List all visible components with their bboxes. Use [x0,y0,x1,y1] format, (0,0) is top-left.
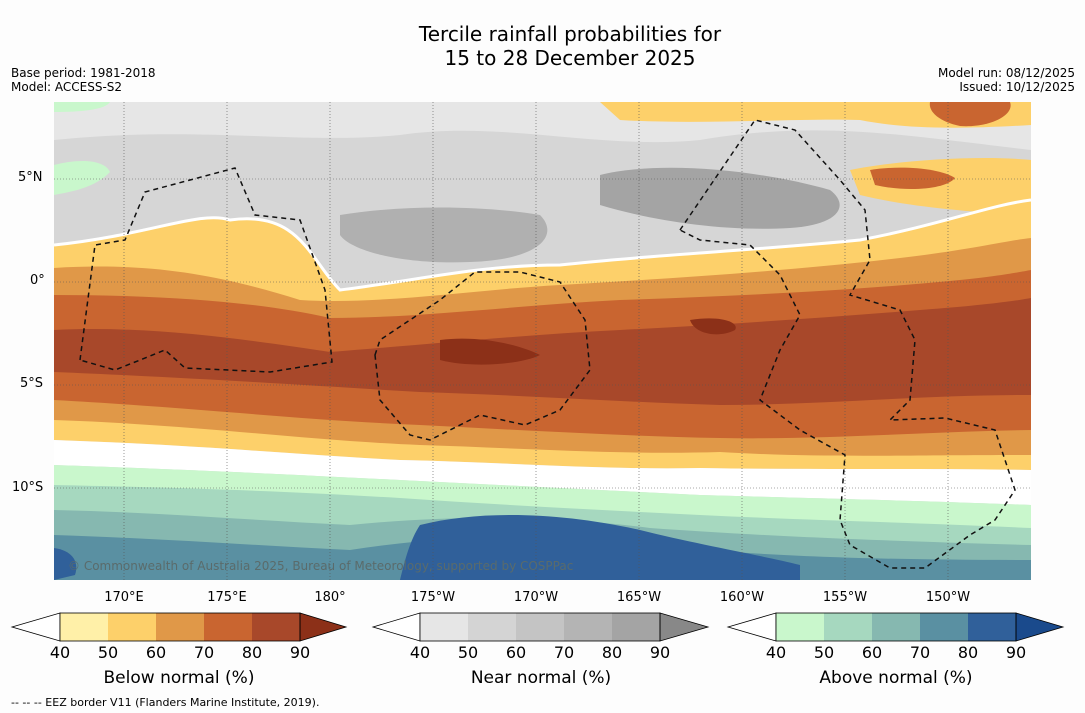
lat-label-5n: 5°N [18,170,43,185]
model-run: Model run: 08/12/2025 [937,66,1075,80]
cb-near-arrow-left [371,612,421,642]
eez-border-east [678,119,1016,569]
cb-near-tick: 40 [409,643,431,662]
cb-near-50 [468,613,516,641]
cb-above-60 [872,613,920,641]
cb-below-80 [252,613,300,641]
lon-label-165w: 165°W [616,590,662,605]
meta-left: Base period: 1981-2018 Model: ACCESS-S2 [11,66,156,94]
colorbar-near-normal [371,612,710,642]
cb-below-tick: 80 [241,643,263,662]
colorbar-below-normal [10,612,348,642]
cb-near-tick: 70 [553,643,575,662]
eez-borders [79,119,1016,569]
cb-above-tick: 70 [909,643,931,662]
lon-label-160w: 160°W [719,590,765,605]
below-normal-80-band [54,298,1031,405]
below-normal-top-patch [600,102,1031,128]
above-normal-left-patch [54,160,110,195]
cb-near-arrow-right [659,612,710,642]
cb-below-tick: 40 [49,643,71,662]
cb-above-label: Above normal (%) [819,668,973,688]
meta-right: Model run: 08/12/2025 Issued: 10/12/2025 [938,66,1075,94]
eez-border-central [374,271,591,441]
lon-label-155w: 155°W [822,590,868,605]
cb-near-70 [564,613,612,641]
copyright-credit: © Commonwealth of Australia 2025, Bureau… [68,559,574,573]
eez-border-west [79,167,333,373]
map-title: Tercile rainfall probabilities for 15 to… [0,22,1085,70]
lon-label-150w: 150°W [925,590,971,605]
lat-label-10s: 10°S [12,480,44,495]
cb-near-frame [419,612,661,642]
below-normal-90-patch-2 [690,318,736,335]
cb-above-40 [776,613,824,641]
cb-above-50 [824,613,872,641]
base-period: Base period: 1981-2018 [11,66,156,80]
cb-below-70 [204,613,252,641]
above-normal-80-patch [400,514,800,580]
cb-above-tick: 60 [861,643,883,662]
graticule [54,102,1031,580]
cb-above-tick: 80 [957,643,979,662]
cb-above-arrow-right [1015,612,1065,642]
cb-near-tick: 90 [649,643,671,662]
near-normal-70-area [340,207,548,263]
map-field [54,102,1031,580]
cb-above-frame [775,612,1017,642]
cb-near-label: Near normal (%) [470,668,612,688]
cb-below-frame [59,612,301,642]
above-normal-80-left [54,548,77,580]
cb-below-tick: 70 [193,643,215,662]
cb-above-70 [920,613,968,641]
cb-below-arrow-left [10,612,61,642]
cb-near-40 [420,613,468,641]
cb-above-tick: 90 [1005,643,1027,662]
above-normal-top-left [54,102,110,112]
cb-below-tick: 50 [97,643,119,662]
below-normal-top-core [929,102,1011,127]
cb-above-tick: 50 [813,643,835,662]
near-normal-80-area [600,167,840,229]
below-normal-90-patch [440,338,540,365]
cb-below-40 [60,613,108,641]
cb-below-tick: 60 [145,643,167,662]
lat-label-0: 0° [30,273,45,288]
cb-below-arrow-right [299,612,348,642]
cb-near-tick: 50 [457,643,479,662]
eez-legend: -- -- -- EEZ border V11 (Flanders Marine… [11,696,320,709]
contour-outline [54,198,1031,292]
colorbar-above-normal [726,612,1065,642]
title-line-2: 15 to 28 December 2025 [444,46,696,70]
cb-below-tick: 90 [289,643,311,662]
title-line-1: Tercile rainfall probabilities for [418,22,722,46]
cb-near-80 [612,613,660,641]
cb-below-50 [108,613,156,641]
issued-date: Issued: 10/12/2025 [959,80,1075,94]
lon-label-170w: 170°W [513,590,559,605]
below-normal-east-core [870,167,955,190]
model-name: Model: ACCESS-S2 [11,80,123,94]
lon-label-175e: 175°E [207,590,247,605]
cb-below-60 [156,613,204,641]
cb-below-label: Below normal (%) [103,668,255,688]
cb-above-tick: 40 [765,643,787,662]
cb-near-tick: 60 [505,643,527,662]
cb-near-60 [516,613,564,641]
lon-label-170e: 170°E [104,590,144,605]
lat-label-5s: 5°S [20,376,44,391]
cb-near-tick: 80 [601,643,623,662]
lon-label-175w: 175°W [410,590,456,605]
normal-gap-band [54,440,1031,505]
cb-above-arrow-left [726,612,777,642]
cb-above-80 [968,613,1016,641]
lon-label-180: 180° [314,590,346,605]
